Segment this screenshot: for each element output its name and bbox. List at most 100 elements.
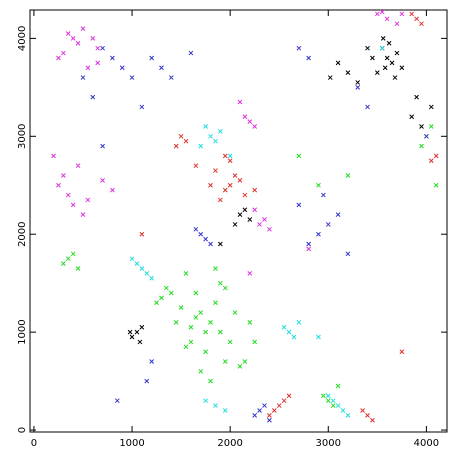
point — [247, 271, 253, 276]
point — [203, 398, 208, 404]
point — [198, 310, 204, 315]
point — [428, 158, 434, 164]
point — [321, 393, 326, 399]
point — [227, 153, 233, 159]
point — [75, 266, 81, 271]
point — [340, 408, 346, 413]
point — [252, 413, 258, 418]
y-tick-label: 4000 — [17, 26, 28, 51]
point — [267, 417, 272, 423]
point — [247, 319, 253, 325]
point — [394, 50, 400, 56]
point — [85, 65, 91, 71]
point — [213, 300, 218, 306]
point — [399, 349, 405, 355]
point — [164, 285, 169, 291]
point — [75, 40, 81, 46]
point — [168, 290, 174, 296]
point — [168, 75, 174, 80]
point — [134, 329, 140, 335]
point — [56, 55, 61, 61]
point — [276, 403, 282, 408]
point — [222, 187, 228, 193]
point — [114, 398, 120, 404]
point — [208, 319, 213, 325]
point — [242, 359, 248, 364]
point — [232, 173, 238, 178]
point — [325, 393, 331, 399]
point — [335, 403, 341, 408]
point — [237, 364, 243, 369]
point — [414, 94, 419, 100]
point — [384, 55, 390, 61]
point — [139, 324, 145, 330]
point — [227, 339, 233, 345]
point — [222, 153, 228, 159]
point — [409, 114, 415, 120]
point — [360, 408, 365, 413]
point — [296, 319, 302, 325]
point — [222, 285, 228, 291]
point — [110, 55, 115, 61]
point — [134, 261, 140, 266]
point — [183, 271, 189, 276]
point — [286, 393, 292, 399]
point — [183, 138, 189, 144]
point — [281, 324, 287, 330]
point — [119, 65, 125, 71]
point — [213, 138, 218, 144]
x-tick-label: 0 — [31, 438, 37, 449]
point — [217, 197, 223, 203]
x-tick-label: 3000 — [316, 438, 341, 449]
point — [217, 129, 223, 134]
point — [257, 222, 262, 227]
point — [144, 271, 150, 276]
point — [232, 310, 238, 315]
point — [203, 124, 208, 129]
point — [291, 334, 297, 340]
point — [173, 319, 179, 325]
point — [203, 349, 208, 355]
point — [355, 84, 361, 90]
point — [281, 398, 287, 404]
point — [137, 339, 143, 345]
point — [61, 50, 66, 56]
point — [267, 413, 272, 418]
point — [262, 403, 267, 408]
point — [90, 36, 96, 41]
point — [208, 133, 213, 139]
point — [217, 329, 223, 335]
point — [252, 207, 258, 213]
point — [129, 256, 135, 262]
point — [173, 143, 179, 149]
plot-frame — [29, 9, 448, 433]
point — [178, 305, 184, 311]
point — [65, 192, 71, 198]
point — [296, 202, 302, 208]
point — [335, 212, 341, 217]
point — [139, 231, 145, 237]
point — [335, 383, 341, 389]
point — [267, 226, 272, 232]
point — [85, 197, 91, 203]
point — [382, 65, 388, 71]
point — [424, 133, 429, 139]
point — [414, 16, 419, 22]
point — [380, 36, 386, 41]
point — [365, 104, 370, 110]
point — [95, 45, 101, 51]
point — [188, 50, 194, 56]
point — [222, 359, 228, 364]
point — [213, 266, 218, 271]
point — [399, 11, 405, 17]
point — [61, 261, 66, 266]
point — [433, 182, 439, 188]
point — [306, 241, 312, 247]
point — [129, 75, 135, 80]
y-tick-label: 1000 — [17, 319, 28, 344]
point — [296, 45, 302, 51]
point — [139, 104, 145, 110]
point — [419, 124, 424, 129]
point — [327, 75, 333, 80]
